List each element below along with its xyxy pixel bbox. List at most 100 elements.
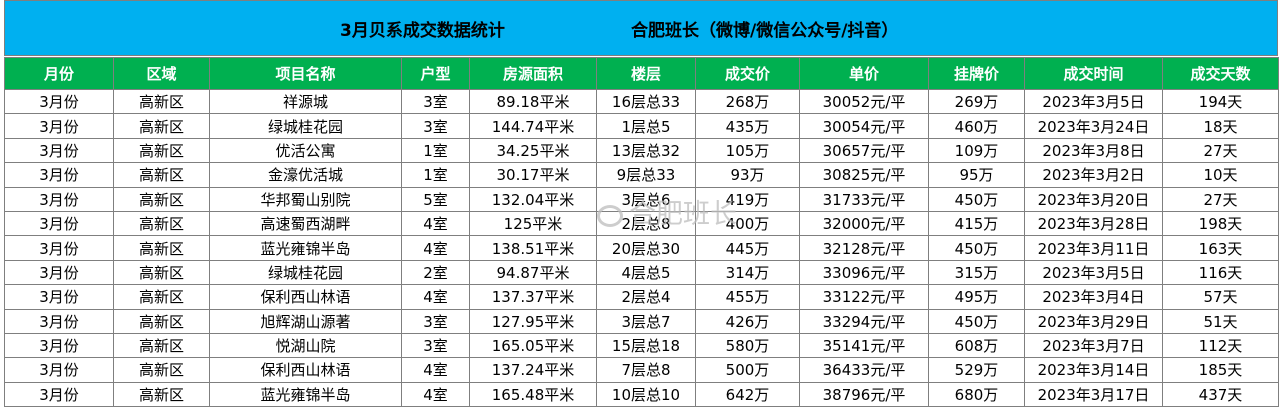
unit-price-cell: 36433元/平 (799, 357, 929, 383)
unit-price-cell: 30825元/平 (799, 162, 929, 188)
project-name-cell: 华邦蜀山别院 (209, 186, 402, 212)
month-cell: 3月份 (4, 186, 114, 212)
table-row: 3月份 高新区 优活公寓 1室 34.25平米 13层总32 105万 30657元/平 109… (4, 137, 1279, 164)
month-cell: 3月份 (4, 162, 114, 188)
unit-price-cell: 35141元/平 (799, 332, 929, 359)
project-name-cell: 金濠优活城 (209, 162, 402, 188)
table-row: 3月份 高新区 旭辉湖山源著 3室 127.95平米 3层总7 426万 33294元/平 45… (4, 308, 1279, 334)
layout-cell: 5室 (401, 186, 470, 212)
column-header: 楼层 (596, 57, 696, 90)
column-header: 成交价 (695, 57, 800, 90)
days-on-market-cell: 18天 (1162, 113, 1279, 139)
district-cell: 高新区 (113, 284, 210, 310)
listing-price-cell: 415万 (928, 210, 1025, 237)
floor-cell: 7层总8 (596, 357, 696, 383)
project-name-cell: 保利西山林语 (209, 284, 402, 310)
district-cell: 高新区 (113, 113, 210, 139)
sales-table: 月份 区域 项目名称 户型 房源面积 楼层 成交价 单价 挂牌价 成交时间 成交天数 3月份 高新区祥… (4, 57, 1279, 408)
district-cell: 高新区 (113, 210, 210, 237)
month-cell: 3月份 (4, 381, 114, 408)
unit-price-cell: 30657元/平 (799, 137, 929, 164)
floor-cell: 3层总7 (596, 308, 696, 334)
area-cell: 165.48平米 (469, 381, 597, 408)
days-on-market-cell: 51天 (1162, 308, 1279, 334)
deal-date-cell: 2023年3月28日 (1024, 210, 1163, 237)
unit-price-cell: 31733元/平 (799, 186, 929, 212)
days-on-market-cell: 194天 (1162, 88, 1279, 115)
table-title: 3月贝系成交数据统计 (340, 21, 505, 41)
price-cell: 314万 (695, 259, 800, 286)
deal-date-cell: 2023年3月8日 (1024, 137, 1163, 164)
column-header: 户型 (401, 57, 470, 90)
area-cell: 138.51平米 (469, 235, 597, 261)
project-name-cell: 高速蜀西湖畔 (209, 210, 402, 237)
project-name-cell: 保利西山林语 (209, 357, 402, 383)
column-header: 房源面积 (469, 57, 597, 90)
deal-date-cell: 2023年3月17日 (1024, 381, 1163, 408)
floor-cell: 20层总30 (596, 235, 696, 261)
unit-price-cell: 33122元/平 (799, 284, 929, 310)
price-cell: 268万 (695, 88, 800, 115)
table-row: 3月份 高新区 蓝光雍锦半岛 4室 165.48平米 10层总10 642万 38796元/平… (4, 381, 1279, 408)
table-row: 3月份 高新区 蓝光雍锦半岛 4室 138.51平米 20层总30 445万 32128元/平… (4, 235, 1279, 261)
deal-date-cell: 2023年3月2日 (1024, 162, 1163, 188)
district-cell: 高新区 (113, 235, 210, 261)
month-cell: 3月份 (4, 332, 114, 359)
price-cell: 445万 (695, 235, 800, 261)
layout-cell: 1室 (401, 162, 470, 188)
floor-cell: 1层总5 (596, 113, 696, 139)
month-cell: 3月份 (4, 113, 114, 139)
price-cell: 580万 (695, 332, 800, 359)
deal-date-cell: 2023年3月4日 (1024, 284, 1163, 310)
listing-price-cell: 608万 (928, 332, 1025, 359)
project-name-cell: 蓝光雍锦半岛 (209, 235, 402, 261)
listing-price-cell: 460万 (928, 113, 1025, 139)
layout-cell: 4室 (401, 381, 470, 408)
district-cell: 高新区 (113, 137, 210, 164)
floor-cell: 16层总33 (596, 88, 696, 115)
unit-price-cell: 32128元/平 (799, 235, 929, 261)
month-cell: 3月份 (4, 137, 114, 164)
district-cell: 高新区 (113, 259, 210, 286)
district-cell: 高新区 (113, 357, 210, 383)
area-cell: 137.24平米 (469, 357, 597, 383)
table-row: 3月份 高新区 祥源城 3室 89.18平米 16层总33 268万 30052元/平 269万… (4, 88, 1279, 115)
title-bar: 3月贝系成交数据统计 合肥班长（微博/微信公众号/抖音） (4, 0, 1278, 56)
deal-date-cell: 2023年3月24日 (1024, 113, 1163, 139)
watermark-text: 合肥班长 (629, 199, 737, 230)
listing-price-cell: 269万 (928, 88, 1025, 115)
table-body: 3月份 高新区 祥源城 3室 89.18平米 16层总33 268万 30052元/平 269万… (4, 88, 1279, 408)
column-header: 区域 (113, 57, 210, 90)
table-row: 3月份 高新区 华邦蜀山别院 5室 132.04平米 3层总6 419万 31733元/平 45… (4, 186, 1279, 212)
listing-price-cell: 495万 (928, 284, 1025, 310)
table-row: 3月份 高新区 保利西山林语 4室 137.24平米 7层总8 500万 36433元/平 52… (4, 357, 1279, 383)
unit-price-cell: 38796元/平 (799, 381, 929, 408)
price-cell: 105万 (695, 137, 800, 164)
table-row: 3月份 高新区 绿城桂花园 3室 144.74平米 1层总5 435万 30054元/平 460… (4, 113, 1279, 139)
month-cell: 3月份 (4, 357, 114, 383)
deal-date-cell: 2023年3月11日 (1024, 235, 1163, 261)
month-cell: 3月份 (4, 88, 114, 115)
layout-cell: 4室 (401, 284, 470, 310)
project-name-cell: 绿城桂花园 (209, 113, 402, 139)
table-row: 3月份 高新区 绿城桂花园 2室 94.87平米 4层总5 314万 33096元/平 315万… (4, 259, 1279, 286)
layout-cell: 3室 (401, 308, 470, 334)
table-row: 3月份 高新区 保利西山林语 4室 137.37平米 2层总4 455万 33122元/平 49… (4, 284, 1279, 310)
days-on-market-cell: 163天 (1162, 235, 1279, 261)
month-cell: 3月份 (4, 210, 114, 237)
column-header: 成交时间 (1024, 57, 1163, 90)
days-on-market-cell: 27天 (1162, 186, 1279, 212)
district-cell: 高新区 (113, 162, 210, 188)
floor-cell: 13层总32 (596, 137, 696, 164)
layout-cell: 2室 (401, 259, 470, 286)
area-cell: 34.25平米 (469, 137, 597, 164)
area-cell: 127.95平米 (469, 308, 597, 334)
district-cell: 高新区 (113, 381, 210, 408)
table-row: 3月份 高新区 悦湖山院 3室 165.05平米 15层总18 580万 35141元/平 60… (4, 332, 1279, 359)
table-row: 3月份 高新区 高速蜀西湖畔 4室 125平米 2层总8 400万 32000元/平 415万 2… (4, 210, 1279, 237)
deal-date-cell: 2023年3月7日 (1024, 332, 1163, 359)
listing-price-cell: 680万 (928, 381, 1025, 408)
month-cell: 3月份 (4, 308, 114, 334)
deal-date-cell: 2023年3月14日 (1024, 357, 1163, 383)
district-cell: 高新区 (113, 186, 210, 212)
